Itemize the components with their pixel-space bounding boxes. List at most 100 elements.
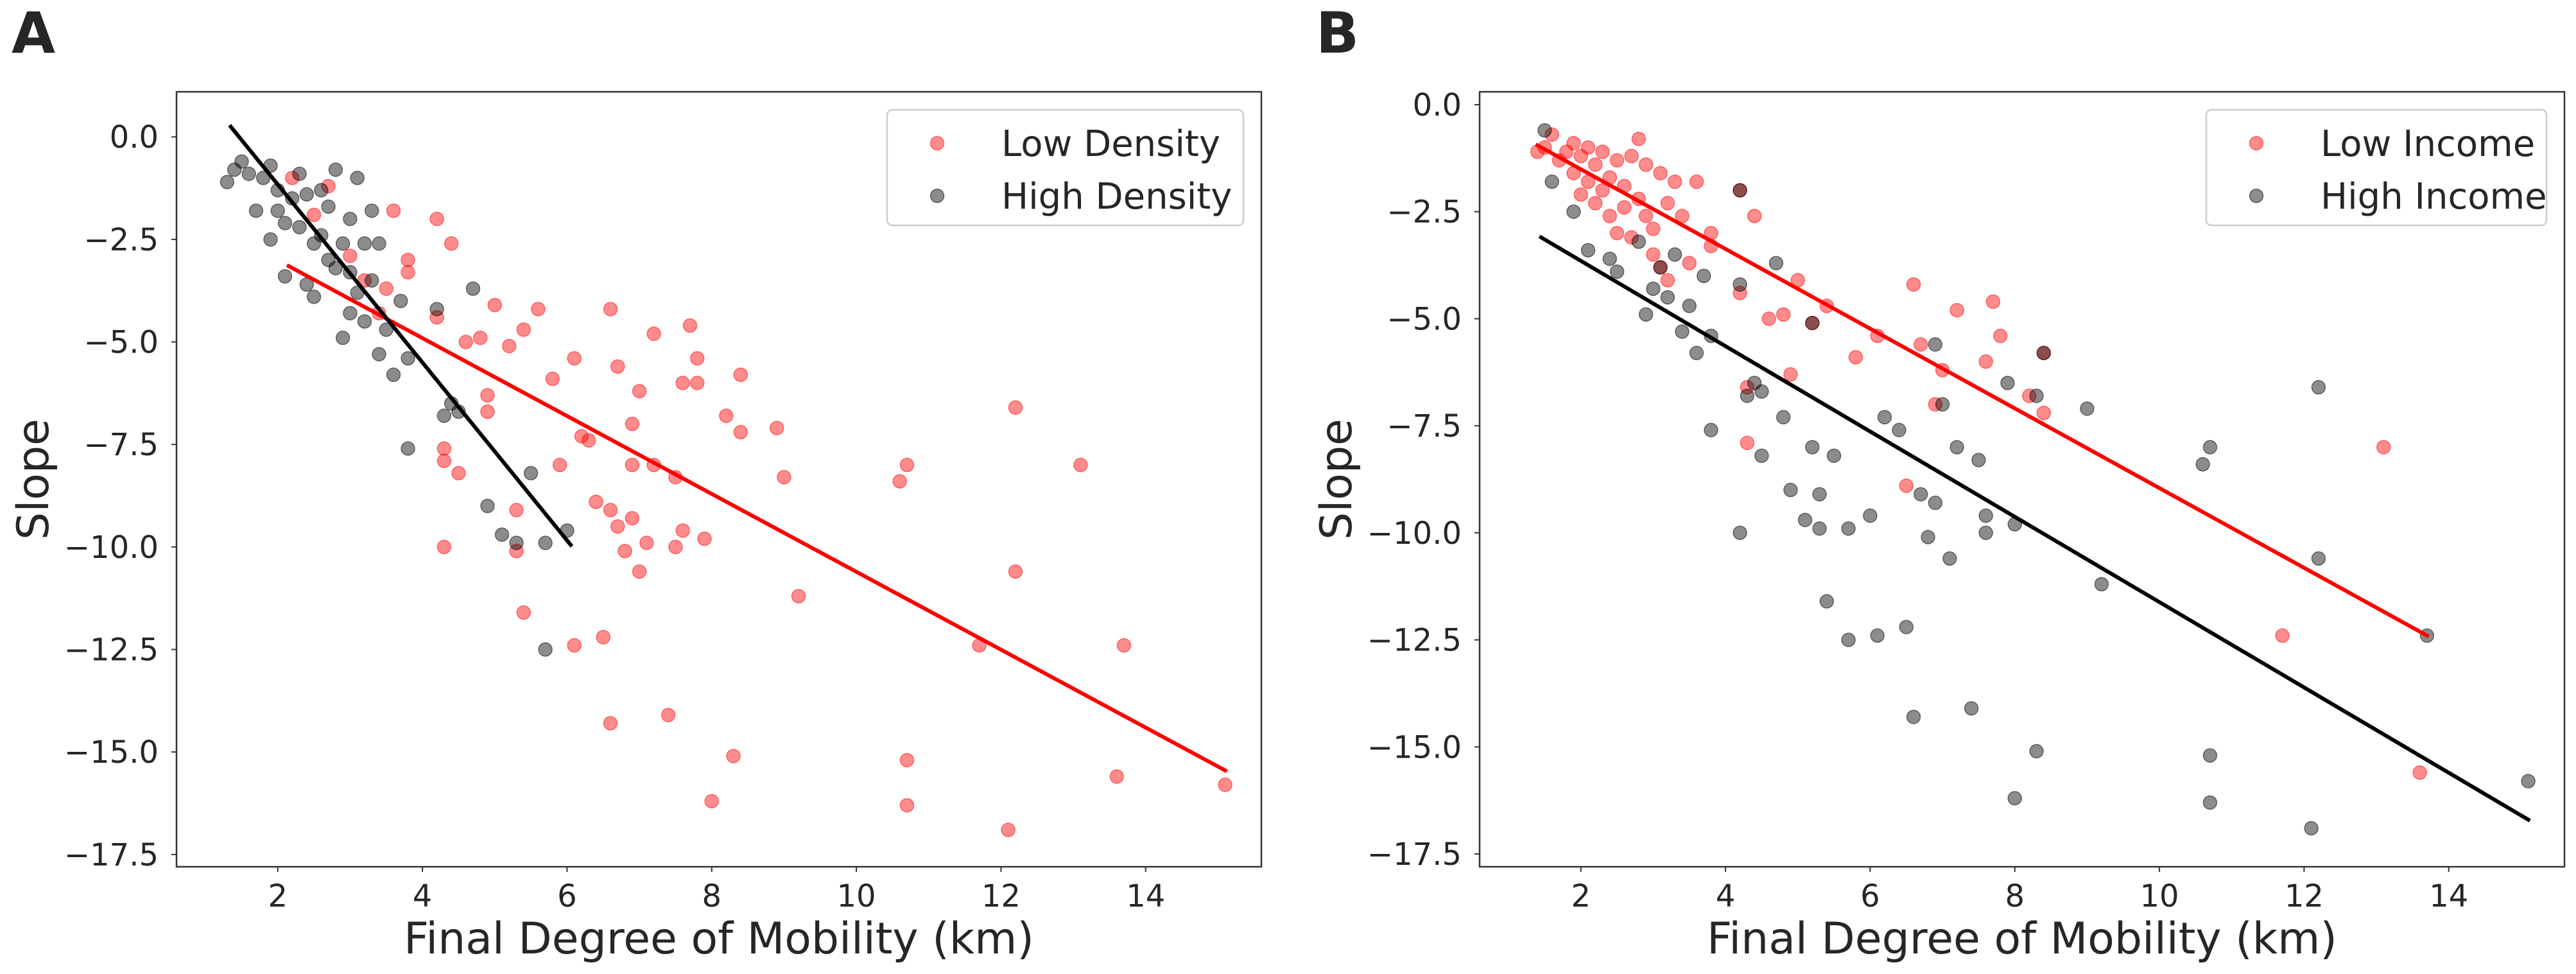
data-point [1660, 273, 1675, 288]
data-point [1914, 337, 1928, 352]
data-point [2202, 748, 2218, 763]
panel-b-letter: B [1316, 0, 1359, 66]
data-point [241, 166, 256, 181]
data-point [1783, 367, 1798, 382]
x-tick-label: 6 [1860, 878, 1880, 914]
data-point [1928, 495, 1943, 510]
data-point [364, 273, 379, 288]
data-point [509, 544, 524, 559]
data-point [1740, 435, 1755, 451]
data-point [2202, 795, 2218, 810]
data-point [899, 752, 915, 768]
data-point [321, 178, 336, 194]
data-point [567, 351, 582, 366]
data-point [1001, 822, 1016, 837]
data-point [1667, 247, 1682, 262]
data-point [1747, 209, 1762, 223]
data-point [321, 252, 336, 268]
series-high-density [220, 154, 575, 657]
data-point [603, 716, 618, 731]
panel-b: 2 4 6 8 10 12 14 0.0 −2.5 −5.0 −7.5 −10.0 −12.5 −15.0… [1311, 87, 2566, 964]
data-point [675, 376, 690, 390]
x-tick-label: 10 [2140, 878, 2179, 914]
data-point [516, 322, 532, 337]
data-point [1928, 397, 1943, 412]
data-point [1544, 127, 1559, 142]
data-point [379, 281, 393, 296]
data-point [285, 170, 300, 186]
data-point [1978, 525, 1993, 541]
legend-marker [2249, 135, 2264, 151]
y-tick-label: −7.5 [1387, 408, 1462, 444]
legend-label: High Income [2321, 176, 2547, 218]
data-point [1761, 311, 1776, 326]
data-point [220, 175, 235, 189]
data-point [372, 347, 386, 361]
x-axis-label: Final Degree of Mobility (km) [1707, 914, 2337, 964]
data-point [697, 531, 712, 546]
data-point [1609, 225, 1625, 241]
data-point [610, 359, 625, 374]
x-tick-label: 6 [557, 878, 577, 914]
legend-marker [929, 188, 945, 204]
data-point [899, 457, 915, 473]
x-tick-label: 14 [1126, 878, 1165, 914]
data-point [1218, 778, 1232, 792]
x-tick-label: 8 [702, 878, 722, 914]
legend-box [2205, 109, 2548, 227]
data-point [1935, 397, 1950, 412]
data-point [719, 408, 734, 423]
x-tick-label: 8 [2005, 878, 2025, 914]
data-point [437, 539, 452, 555]
data-point [581, 433, 596, 448]
series-low-density [285, 170, 1232, 837]
data-point [472, 330, 488, 345]
data-point [682, 318, 698, 333]
data-point [1566, 135, 1581, 151]
data-point [2311, 379, 2326, 395]
data-point [2311, 551, 2326, 566]
data-point [574, 429, 589, 444]
data-point [1863, 508, 1878, 523]
data-point [1704, 422, 1718, 438]
data-point [538, 642, 553, 657]
data-point [2412, 765, 2427, 780]
legend-box [886, 109, 1245, 227]
data-point [451, 465, 466, 481]
x-tick-label: 2 [268, 878, 288, 914]
data-point [270, 203, 285, 218]
data-point [480, 498, 495, 514]
data-point [2304, 821, 2319, 836]
data-point [625, 457, 640, 473]
plot-frame [1478, 91, 2566, 868]
fit-line-low-density [286, 263, 1228, 773]
data-point [1892, 422, 1906, 438]
x-tick-label: 10 [837, 878, 876, 914]
y-tick-label: 0.0 [110, 119, 159, 155]
data-point [1733, 277, 1747, 292]
data-point [704, 794, 719, 809]
data-point [379, 322, 393, 337]
y-tick-label: −5.0 [83, 325, 159, 361]
legend-label: High Density [1001, 176, 1232, 218]
data-point [429, 309, 444, 325]
data-point [1609, 264, 1625, 279]
data-point [1819, 594, 1835, 609]
data-point [1942, 551, 1957, 566]
data-point [487, 297, 502, 313]
data-point [1008, 400, 1023, 415]
y-tick-label: −2.5 [1387, 195, 1462, 230]
data-point [299, 187, 315, 202]
y-tick-label: 0.0 [1413, 87, 1462, 123]
data-point [1689, 345, 1704, 361]
data-point [1602, 251, 1618, 266]
data-point [1566, 204, 1581, 219]
data-point [1682, 256, 1697, 270]
data-point [1646, 247, 1661, 262]
data-point [646, 326, 661, 342]
fit-line-high-income [1538, 234, 2531, 822]
data-point [1841, 632, 1856, 647]
data-point [791, 589, 806, 604]
data-point [1841, 521, 1856, 536]
data-point [401, 441, 415, 456]
